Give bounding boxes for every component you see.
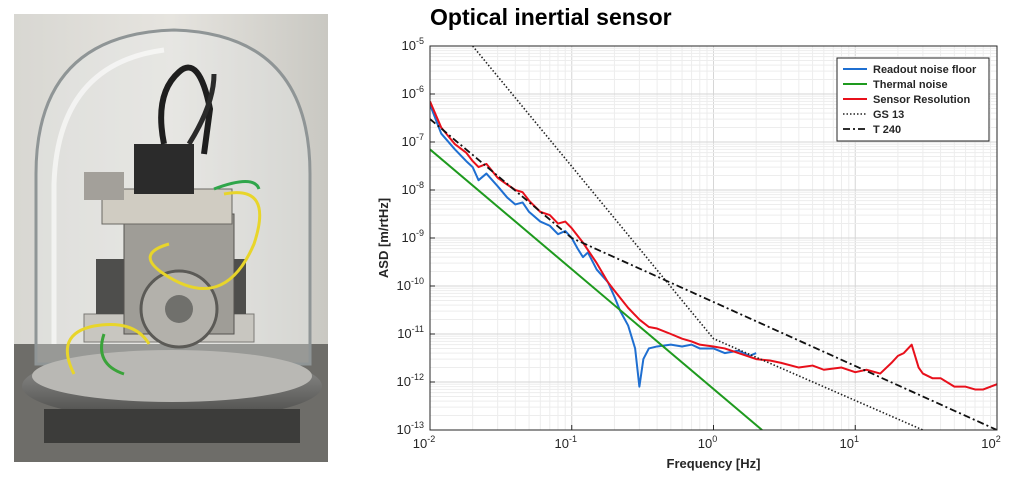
vacuum-bell-jar-photo [14,14,328,462]
legend-label-3: Sensor Resolution [873,94,970,106]
legend-label-5: T 240 [873,124,901,136]
series-line-1 [430,104,757,388]
y-tick-label: 10-7 [402,132,424,149]
x-tick-label: 10-1 [555,434,577,451]
x-tick-label: 101 [840,434,859,451]
series-line-3 [430,101,997,391]
y-tick-label: 10-8 [402,180,424,197]
legend-label-1: Readout noise floor [873,64,977,76]
series-line-5 [430,118,997,430]
asd-chart: 10-2 10-1 100 101 102 10-13 10-12 10-11 10-10 10-… [376,36,1001,471]
sensor-in-bell-jar-illustration [14,14,328,462]
y-tick-label: 10-5 [402,36,424,53]
y-tick-label: 10-13 [397,420,424,437]
y-tick-label: 10-10 [397,276,424,293]
x-axis-label: Frequency [Hz] [667,456,761,471]
series-line-4 [472,46,924,430]
x-tick-label: 100 [698,434,717,451]
chart-title: Optical inertial sensor [430,4,672,30]
series-line-2 [430,148,763,430]
y-axis-label: ASD [m/rtHz] [376,198,391,278]
y-tick-label: 10-11 [397,324,424,341]
y-tick-label: 10-6 [402,84,424,101]
x-tick-label: 102 [981,434,1000,451]
grid-lines [429,46,997,431]
legend-label-4: GS 13 [873,109,904,121]
legend: Readout noise floor Thermal noise Sensor R… [836,57,990,142]
legend-label-2: Thermal noise [873,79,948,91]
x-tick-label: 10-2 [413,434,435,451]
y-tick-label: 10-12 [397,372,424,389]
y-tick-label: 10-9 [402,228,424,245]
